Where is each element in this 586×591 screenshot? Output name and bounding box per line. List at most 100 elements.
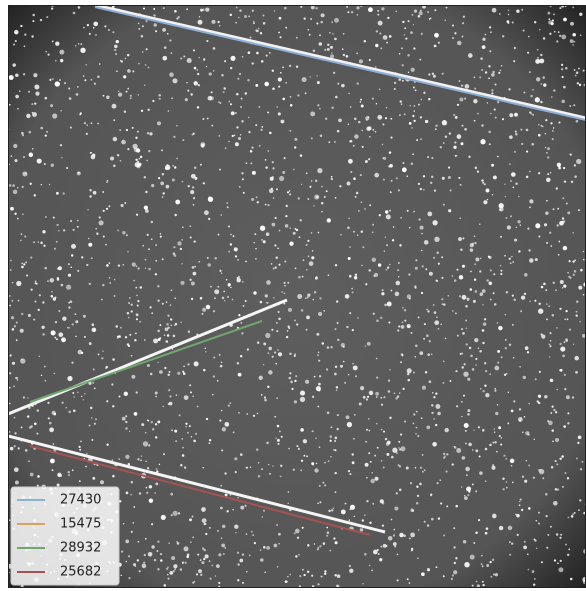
star (298, 448, 300, 450)
star (217, 380, 219, 382)
star (21, 263, 23, 265)
star (555, 411, 557, 413)
star (211, 125, 213, 127)
star (35, 281, 37, 283)
star (500, 273, 502, 275)
star (307, 240, 309, 242)
star (289, 190, 290, 191)
star (95, 34, 97, 36)
star (355, 375, 357, 377)
star (480, 388, 482, 390)
star (223, 291, 225, 293)
star (263, 510, 265, 512)
star (309, 76, 310, 77)
star (139, 321, 141, 323)
star (320, 134, 323, 137)
star (562, 217, 564, 219)
star (349, 275, 352, 278)
star (376, 423, 377, 424)
star (456, 448, 461, 453)
star (263, 240, 266, 243)
star (26, 114, 30, 118)
star (114, 279, 116, 281)
star (456, 405, 458, 407)
star (135, 137, 137, 139)
star (60, 59, 63, 62)
star (200, 142, 205, 147)
star (419, 59, 421, 61)
star (429, 340, 431, 342)
star (457, 335, 459, 337)
star (51, 163, 54, 166)
star (242, 178, 244, 180)
star (122, 417, 126, 421)
star (553, 14, 555, 16)
star (276, 106, 278, 108)
star (514, 151, 516, 153)
star (293, 232, 296, 235)
star (538, 512, 540, 514)
star (312, 430, 314, 432)
star (327, 412, 330, 415)
star (169, 39, 171, 41)
star (327, 44, 329, 46)
star (181, 239, 182, 240)
star (439, 479, 441, 481)
star (551, 466, 554, 469)
star (436, 316, 437, 317)
star (570, 22, 574, 26)
star (484, 385, 486, 387)
star (167, 574, 168, 575)
star (359, 59, 363, 63)
star (246, 533, 248, 535)
star (206, 305, 210, 309)
star (213, 310, 215, 312)
star (389, 369, 391, 371)
star (396, 492, 398, 494)
star (493, 273, 495, 275)
star (30, 257, 32, 259)
star (389, 151, 391, 153)
star (128, 317, 130, 319)
star (17, 377, 18, 378)
star (532, 114, 534, 116)
star (404, 34, 405, 35)
star (272, 176, 273, 177)
star (415, 89, 417, 91)
star (517, 534, 519, 536)
star (17, 108, 19, 110)
star (278, 543, 279, 544)
star (144, 339, 146, 341)
star (125, 561, 126, 562)
star (253, 21, 255, 23)
star (349, 473, 351, 475)
star (241, 120, 244, 123)
star (175, 214, 177, 216)
star (118, 335, 121, 338)
star (221, 449, 223, 451)
star (389, 35, 392, 38)
star (144, 176, 146, 178)
star (213, 356, 215, 358)
star (130, 303, 132, 305)
star (409, 227, 411, 229)
star (71, 254, 73, 256)
star (286, 581, 288, 583)
star (349, 508, 351, 510)
star (181, 263, 182, 264)
star (189, 225, 191, 227)
star (287, 191, 289, 193)
star (260, 32, 262, 34)
star (436, 280, 438, 282)
star (79, 449, 81, 451)
star (398, 441, 400, 443)
star (528, 464, 530, 466)
star (383, 544, 387, 548)
star (126, 129, 128, 131)
star (301, 184, 302, 185)
star (488, 77, 490, 79)
star (139, 492, 142, 495)
star (303, 17, 305, 19)
star (11, 155, 13, 157)
star (383, 35, 388, 40)
